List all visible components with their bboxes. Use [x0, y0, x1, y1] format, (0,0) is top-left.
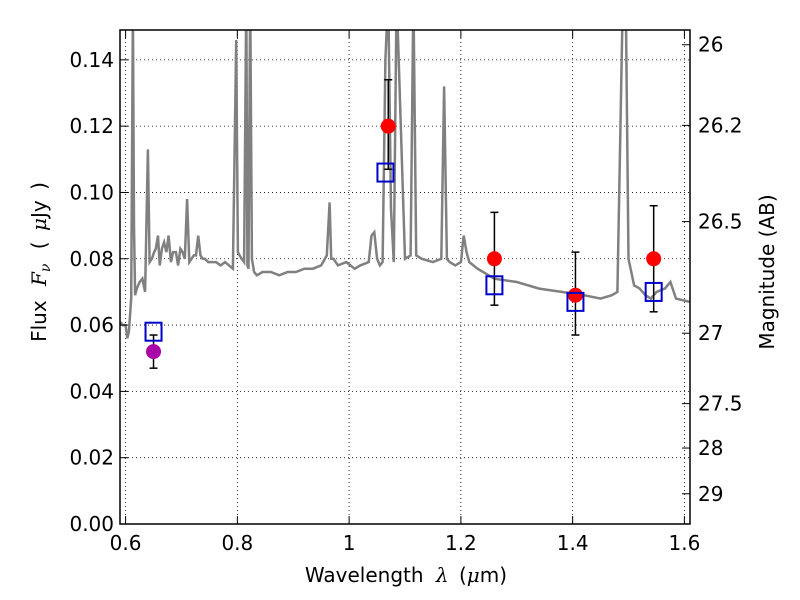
y2-tick-label: 26.5	[698, 210, 743, 234]
y-tick-label: 0.02	[69, 446, 114, 470]
observed-point	[646, 251, 662, 267]
model-point	[644, 281, 663, 302]
y-axis-label-subscript: ν	[38, 263, 54, 272]
y-tick-label: 0.08	[69, 247, 114, 271]
x-tick-label: 1.2	[445, 531, 477, 555]
x-axis-label-open: (	[459, 563, 467, 587]
y-tick-label: 0.14	[69, 48, 114, 72]
observed-point	[146, 344, 162, 360]
model-point	[566, 291, 585, 312]
y-axis-label-symbol: F	[27, 271, 51, 287]
model-point	[376, 162, 395, 183]
y-tick-label: 0.04	[69, 379, 114, 403]
y2-tick-label: 27	[698, 321, 723, 345]
x-axis-label-unit: m)	[480, 563, 507, 587]
observed-point	[567, 287, 583, 303]
model-spectrum-line	[120, 30, 690, 339]
x-axis-label: Wavelength λ (μm)	[305, 563, 507, 587]
y-tick-label: 0.00	[69, 512, 114, 536]
y2-tick-label: 28	[698, 436, 723, 460]
y2-tick-label: 29	[698, 482, 723, 506]
y-axis-label-unit: Jy	[27, 200, 51, 220]
model-point	[144, 321, 163, 342]
x-axis-label-name: Wavelength	[305, 563, 424, 587]
observed-points-series	[146, 118, 662, 360]
x-tick-label: 1.4	[557, 531, 589, 555]
grid-lines	[120, 30, 690, 525]
x-axis-label-symbol: λ	[435, 563, 449, 587]
y-axis-label-open: (	[27, 241, 51, 249]
observed-point	[380, 118, 396, 134]
y-axis-label-mu: μ	[27, 218, 51, 231]
observed-point	[486, 251, 502, 267]
model-spectrum-series	[120, 30, 690, 339]
x-tick-label: 0.8	[221, 531, 253, 555]
plot-frame	[119, 29, 691, 525]
y-tick-label: 0.06	[69, 313, 114, 337]
y-axis: 0.00 0.02 0.04 0.06 0.08 0.10 0.12 0.14	[69, 48, 128, 536]
y-tick-label: 0.10	[69, 180, 114, 204]
x-axis-label-mu: μ	[467, 563, 480, 587]
y2-tick-label: 27.5	[698, 392, 743, 416]
y-axis-label-close: )	[27, 182, 51, 190]
y-axis-label-name: Flux	[27, 300, 51, 342]
y-axis-label: Flux Fν ( μJy )	[27, 182, 55, 342]
x-tick-label: 0.6	[110, 531, 142, 555]
y2-axis: 26 26.2 26.5 27 27.5 28 29	[682, 33, 743, 506]
y2-tick-label: 26	[698, 33, 723, 57]
x-tick-label: 1	[343, 531, 356, 555]
y2-axis-label: Magnitude (AB)	[755, 194, 779, 349]
model-point	[485, 275, 504, 296]
x-tick-label: 1.6	[669, 531, 701, 555]
x-axis: 0.6 0.8 1 1.2 1.4 1.6	[110, 30, 701, 555]
y2-tick-label: 26.2	[698, 113, 743, 137]
model-points-series	[144, 162, 663, 342]
y-tick-label: 0.12	[69, 114, 114, 138]
